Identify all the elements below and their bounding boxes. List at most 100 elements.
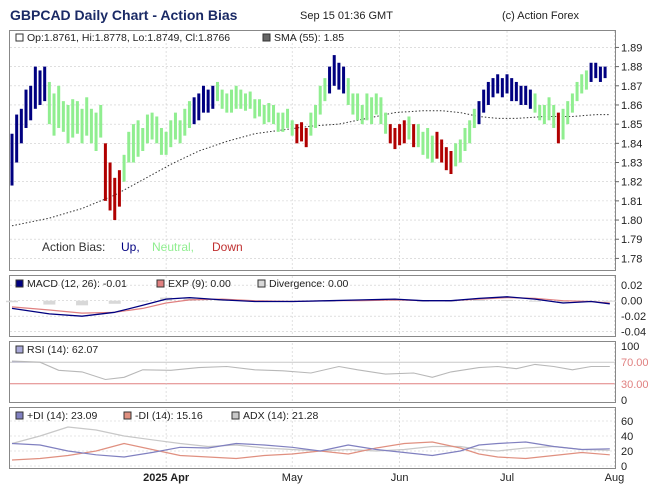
price-bar (253, 99, 257, 119)
price-bar (444, 147, 448, 171)
dmi-tick-label: 60 (621, 416, 633, 428)
price-bar (94, 112, 98, 151)
price-bar (206, 89, 210, 113)
rsi-panel (9, 341, 616, 403)
price-bar (173, 112, 177, 140)
divergence-legend: Divergence: 0.00 (269, 278, 349, 290)
price-bar (99, 104, 103, 138)
price-bar (159, 127, 163, 155)
price-bar (496, 74, 500, 94)
divergence-bar (557, 300, 570, 304)
price-tick-label: 1.86 (621, 100, 642, 112)
x-tick-label: May (282, 472, 303, 484)
price-bar (342, 66, 346, 94)
plus-di-legend: +DI (14): 23.09 (27, 410, 97, 422)
y-axis-labels: 1.89 1.88 1.87 1.86 1.85 1.84 1.83 1.82 1.81 1.80… (621, 42, 649, 473)
price-bar (215, 81, 219, 102)
price-bar (103, 143, 107, 201)
macd-lines (11, 296, 610, 317)
rsi-series-line (11, 360, 610, 381)
price-bar (304, 127, 308, 148)
rsi-lines (11, 360, 610, 381)
price-tick-label: 1.84 (621, 138, 642, 150)
price-bar (328, 66, 332, 94)
price-bar (430, 135, 434, 163)
price-bar (533, 93, 537, 113)
divergence-bar (6, 300, 18, 303)
price-bar (463, 127, 467, 151)
price-bar (477, 101, 481, 125)
price-bar (309, 112, 313, 136)
dmi-lines (11, 426, 610, 461)
price-bar (323, 78, 327, 102)
x-axis-labels: 2025 AprMayJunJulAugSep (143, 472, 624, 484)
price-panel (9, 30, 616, 271)
price-bar (524, 85, 528, 105)
ohlc-legend-swatch (15, 33, 24, 42)
price-bar (370, 97, 374, 125)
price-bar (262, 104, 266, 125)
price-bar (225, 93, 229, 113)
price-bar (33, 66, 37, 109)
price-bar (61, 101, 65, 132)
price-tick-label: 1.81 (621, 196, 642, 208)
dmi-tick-label: 20 (621, 446, 633, 458)
price-bar (211, 85, 215, 109)
price-bar (500, 78, 504, 98)
rsi-legend: RSI (14): 62.07 (27, 344, 98, 356)
price-bar (136, 120, 140, 157)
price-bar (374, 93, 378, 115)
price-bar (454, 143, 458, 167)
price-bar (43, 66, 47, 102)
bias-up-label: Up, (121, 240, 140, 254)
price-bar (295, 124, 299, 144)
price-bar (570, 93, 574, 113)
sma-legend: SMA (55): 1.85 (274, 32, 344, 44)
price-bar (47, 81, 51, 125)
price-bar (10, 133, 14, 186)
price-bar (290, 120, 294, 136)
price-bar (486, 81, 490, 105)
price-bar (379, 97, 383, 125)
divergence-bar (501, 299, 514, 301)
price-bar (267, 103, 271, 123)
exp-legend: EXP (9): 0.00 (168, 278, 231, 290)
divergence-bar (603, 300, 616, 302)
rsi-tick-label: 70.00 (621, 357, 649, 369)
bias-neutral-label: Neutral, (152, 240, 194, 254)
dmi-tick-label: 0 (621, 461, 627, 473)
price-bar (435, 131, 439, 159)
price-bar (29, 85, 33, 121)
dmi-tick-label: 40 (621, 431, 633, 443)
price-bar (351, 93, 355, 115)
divergence-bar (43, 300, 56, 305)
price-bar (528, 89, 532, 109)
x-tick-label: 2025 Apr (143, 472, 190, 484)
price-bar (178, 120, 182, 144)
price-bar (24, 89, 28, 128)
price-bar (127, 131, 131, 163)
divergence-bar (76, 300, 89, 306)
rsi-legend-swatch (15, 345, 24, 354)
macd-tick-label: -0.02 (621, 311, 646, 323)
sma-line (11, 110, 610, 227)
price-bar (239, 89, 243, 109)
price-bar (458, 139, 462, 163)
x-tick-label: Jun (391, 472, 409, 484)
price-bar (603, 66, 607, 79)
price-bar (547, 97, 551, 121)
price-bar (89, 108, 93, 144)
chart-credit: (c) Action Forex (502, 10, 580, 22)
price-bar (192, 97, 196, 125)
price-bar (276, 112, 280, 132)
price-bar (356, 93, 360, 121)
price-bar (393, 127, 397, 150)
price-bar (561, 108, 565, 140)
price-bar (220, 89, 224, 109)
minus-di-legend-swatch (123, 411, 132, 420)
price-bar (197, 93, 201, 121)
macd-tick-label: 0.00 (621, 296, 642, 308)
sma-legend-swatch (262, 33, 271, 42)
macd-tick-label: -0.04 (621, 327, 646, 339)
price-tick-label: 1.78 (621, 253, 642, 265)
